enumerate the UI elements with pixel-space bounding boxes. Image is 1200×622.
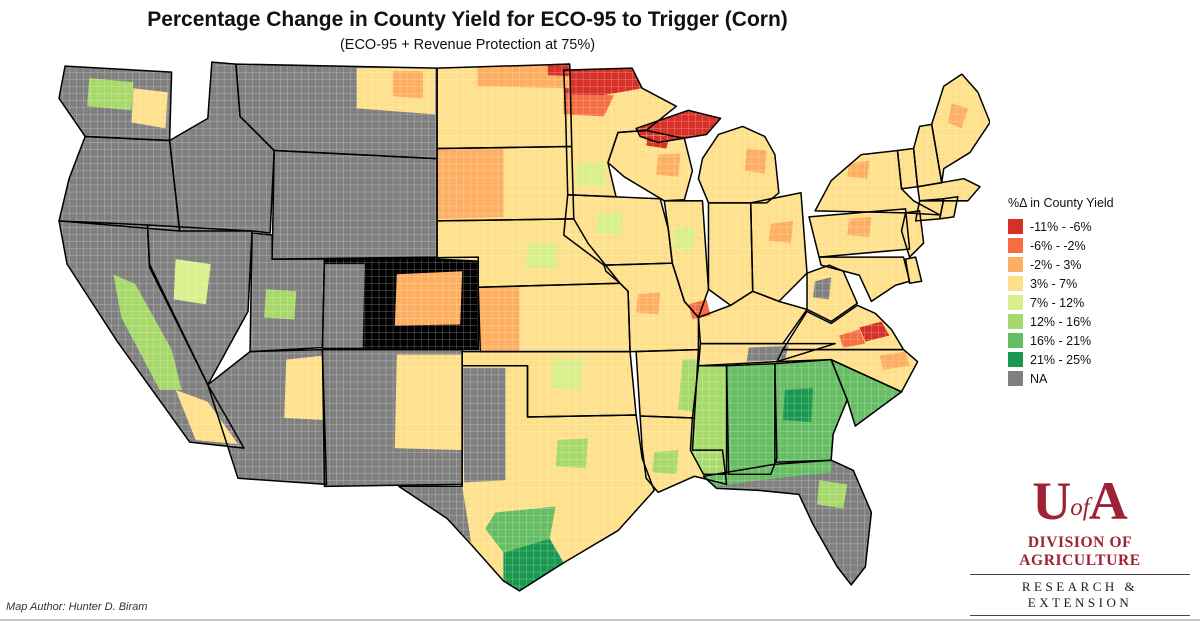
legend-label: 3% - 7% xyxy=(1030,276,1078,291)
state-borders-layer xyxy=(58,61,990,592)
page-subtitle: (ECO-95 + Revenue Protection at 75%) xyxy=(339,37,596,53)
bottom-divider-line xyxy=(0,619,1200,621)
uofa-of: of xyxy=(1070,494,1090,521)
legend-swatch-neg11-neg6 xyxy=(1008,219,1023,234)
university-of-arkansas-logo: UofA DIVISION OF AGRICULTURE RESEARCH & … xyxy=(970,474,1190,622)
legend-swatch-16-21 xyxy=(1008,333,1023,348)
legend-item: NA xyxy=(1008,371,1178,386)
page-title: Percentage Change in County Yield for EC… xyxy=(147,8,788,31)
legend-item: -11% - -6% xyxy=(1008,219,1178,234)
legend-swatch-21-25 xyxy=(1008,352,1023,367)
legend-swatch-7-12 xyxy=(1008,295,1023,310)
legend-item: 3% - 7% xyxy=(1008,276,1178,291)
map-header: Percentage Change in County Yield for EC… xyxy=(0,8,935,53)
map-legend: %Δ in County Yield -11% - -6% -6% - -2% … xyxy=(1008,196,1178,390)
legend-label: NA xyxy=(1030,371,1048,386)
legend-swatch-3-7 xyxy=(1008,276,1023,291)
legend-label: 7% - 12% xyxy=(1030,295,1085,310)
legend-label: -6% - -2% xyxy=(1030,238,1086,253)
legend-item: -2% - 3% xyxy=(1008,257,1178,272)
us-county-choropleth-map xyxy=(58,61,990,592)
legend-label: 21% - 25% xyxy=(1030,352,1092,367)
legend-swatch-neg6-neg2 xyxy=(1008,238,1023,253)
legend-label: -2% - 3% xyxy=(1030,257,1082,272)
legend-item: 21% - 25% xyxy=(1008,352,1178,367)
legend-item: 16% - 21% xyxy=(1008,333,1178,348)
logo-division-text: DIVISION OF AGRICULTURE xyxy=(1019,534,1141,569)
legend-label: 12% - 16% xyxy=(1030,314,1092,329)
legend-title: %Δ in County Yield xyxy=(1008,196,1114,210)
legend-item: -6% - -2% xyxy=(1008,238,1178,253)
logo-research-extension-text: RESEARCH & EXTENSION xyxy=(970,574,1190,616)
uofa-a: A xyxy=(1088,471,1128,531)
legend-swatch-neg2-3 xyxy=(1008,257,1023,272)
legend-swatch-na xyxy=(1008,371,1023,386)
legend-item: 12% - 16% xyxy=(1008,314,1178,329)
uofa-logo-mark: UofA xyxy=(970,474,1190,528)
map-author-credit: Map Author: Hunter D. Biram xyxy=(6,601,148,613)
county-boundary-texture-layer xyxy=(59,62,990,591)
legend-label: 16% - 21% xyxy=(1030,333,1092,348)
uofa-u: U xyxy=(1032,471,1072,531)
legend-item: 7% - 12% xyxy=(1008,295,1178,310)
legend-swatch-12-16 xyxy=(1008,314,1023,329)
legend-label: -11% - -6% xyxy=(1030,219,1092,234)
